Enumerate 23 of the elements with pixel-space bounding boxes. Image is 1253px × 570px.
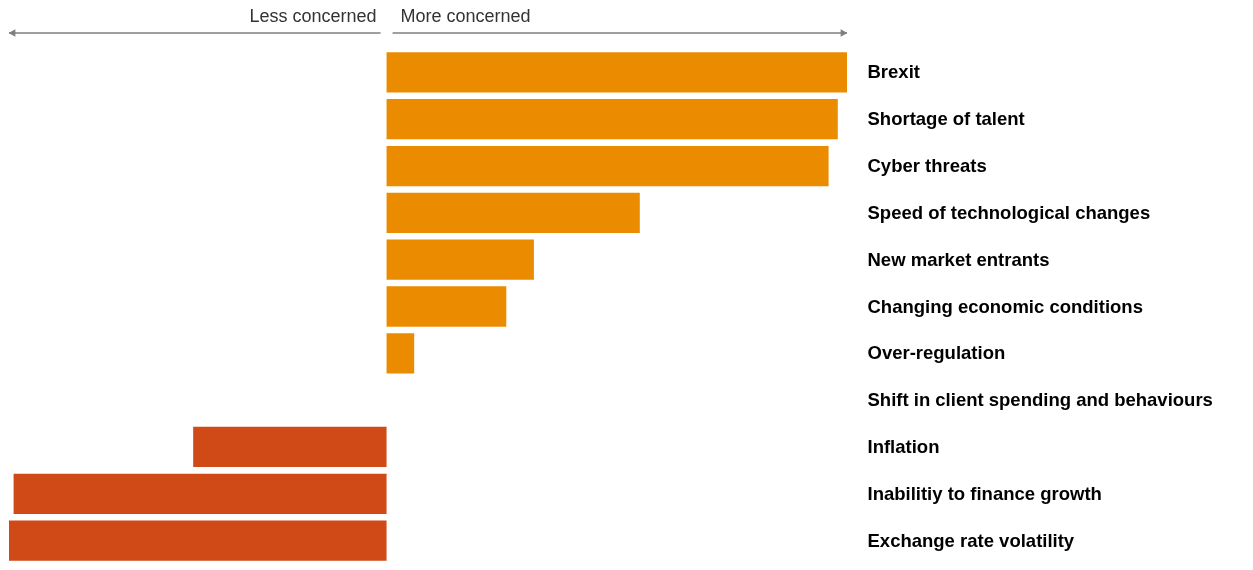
- y-tick-label: Speed of technological changes: [867, 201, 1151, 223]
- bar: [386, 99, 838, 140]
- bar: [13, 473, 387, 514]
- y-tick-label: New market entrants: [867, 248, 1050, 270]
- bar: [386, 333, 415, 374]
- bar: [386, 145, 829, 187]
- bar: [386, 286, 507, 327]
- bar: [9, 520, 387, 561]
- y-tick-label: Brexit: [867, 61, 920, 83]
- y-tick-label: Exchange rate volatility: [867, 529, 1075, 551]
- text: More concerned: [400, 6, 531, 26]
- y-tick-label: Inabilitiy to finance growth: [867, 482, 1102, 504]
- bar: [386, 52, 847, 93]
- y-tick-label: Shortage of talent: [867, 108, 1025, 130]
- bar: [193, 426, 387, 468]
- y-tick-label: Cyber threats: [867, 155, 987, 177]
- bar: [386, 192, 640, 233]
- y-tick-label: Changing economic conditions: [867, 295, 1143, 317]
- text: Less concerned: [249, 6, 377, 26]
- y-tick-label: Over-regulation: [867, 342, 1006, 364]
- y-tick-label: Inflation: [867, 435, 940, 457]
- y-tick-label: Shift in client spending and behaviours: [867, 389, 1213, 411]
- bar: [386, 239, 534, 280]
